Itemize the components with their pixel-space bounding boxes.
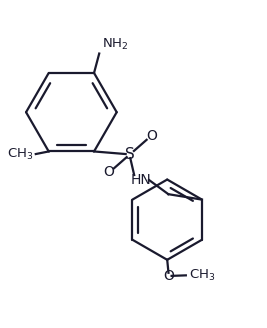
Text: CH$_3$: CH$_3$	[7, 147, 33, 162]
Text: O: O	[146, 129, 157, 143]
Text: HN: HN	[131, 173, 152, 187]
Text: NH$_2$: NH$_2$	[102, 37, 128, 52]
Text: CH$_3$: CH$_3$	[189, 268, 216, 283]
Text: O: O	[103, 165, 114, 179]
Text: S: S	[125, 147, 135, 162]
Text: O: O	[163, 269, 174, 283]
